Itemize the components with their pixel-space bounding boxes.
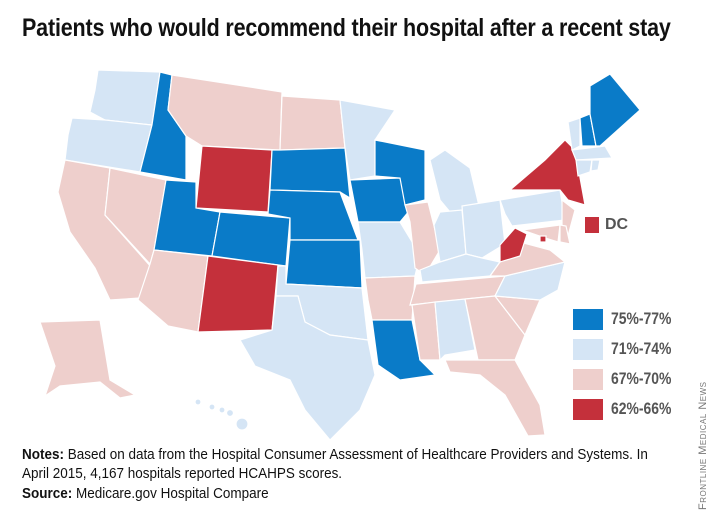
state-ny [508,139,586,206]
legend-label: 62%-66% [611,399,672,418]
state-mi [429,149,481,213]
legend-label: 67%-70% [611,369,672,388]
notes: Notes: Based on data from the Hospital C… [22,446,673,484]
legend: 75%-77% 71%-74% 67%-70% 62%-66% [573,304,685,424]
state-nd [279,95,346,151]
state-ak [39,319,137,399]
source-text: Medicare.gov Hospital Compare [72,486,269,502]
state-nm [197,255,279,333]
dc-callout: DC [585,216,628,234]
state-ia [349,177,411,223]
state-de [559,224,571,245]
state-ma [571,145,614,161]
legend-swatch [573,368,603,390]
state-dc [539,235,547,243]
state-ar [364,275,416,321]
state-ga [464,295,526,361]
legend-swatch [573,338,603,360]
state-wv [499,227,528,263]
source: Source: Medicare.gov Hospital Compare [22,486,269,502]
state-tx [239,295,376,441]
legend-label: 75%-77% [611,309,672,328]
legend-label: 71%-74% [611,339,672,358]
legend-item: 62%-66% [573,394,685,424]
legend-item: 71%-74% [573,334,685,364]
legend-item: 75%-77% [573,304,685,334]
state-al [434,298,476,362]
state-ri [590,159,601,172]
state-ky [419,253,502,283]
state-hi [194,398,249,431]
state-md [521,224,561,243]
state-fl [444,359,546,437]
source-label: Source: [22,486,73,502]
state-vt [567,117,581,151]
state-pa [499,189,566,227]
state-ct [575,159,593,177]
legend-swatch [573,398,603,420]
legend-swatch [573,308,603,330]
state-oh [461,199,506,259]
credit: Frontline Medical News [697,381,709,510]
legend-item: 67%-70% [573,364,685,394]
state-wa [89,69,161,126]
page-title: Patients who would recommend their hospi… [22,14,671,42]
notes-label: Notes: [22,447,64,463]
state-wy [195,145,273,213]
dc-label: DC [605,216,629,233]
dc-swatch [585,217,599,233]
notes-text: Based on data from the Hospital Consumer… [22,447,648,482]
state-me [589,73,641,147]
state-la [371,319,437,381]
state-ks [285,239,363,289]
state-in [433,209,467,263]
